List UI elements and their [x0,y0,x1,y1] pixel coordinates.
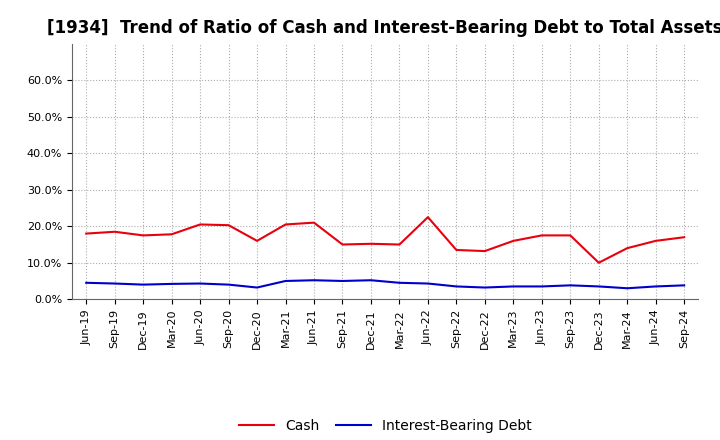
Cash [110,229,119,235]
Interest-Bearing Debt [225,282,233,287]
Cash [537,233,546,238]
Cash [623,246,631,251]
Interest-Bearing Debt [623,286,631,291]
Interest-Bearing Debt [480,285,489,290]
Cash [652,238,660,243]
Interest-Bearing Debt [566,283,575,288]
Interest-Bearing Debt [366,278,375,283]
Cash [566,233,575,238]
Interest-Bearing Debt [680,283,688,288]
Interest-Bearing Debt [139,282,148,287]
Interest-Bearing Debt [537,284,546,289]
Cash [423,215,432,220]
Line: Interest-Bearing Debt: Interest-Bearing Debt [86,280,684,288]
Line: Cash: Cash [86,217,684,263]
Cash [509,238,518,243]
Interest-Bearing Debt [395,280,404,286]
Cash [82,231,91,236]
Cash [395,242,404,247]
Cash [282,222,290,227]
Interest-Bearing Debt [282,279,290,284]
Interest-Bearing Debt [452,284,461,289]
Interest-Bearing Debt [110,281,119,286]
Cash [366,241,375,246]
Cash [167,232,176,237]
Interest-Bearing Debt [167,281,176,286]
Interest-Bearing Debt [652,284,660,289]
Cash [338,242,347,247]
Cash [595,260,603,265]
Cash [225,223,233,228]
Legend: Cash, Interest-Bearing Debt: Cash, Interest-Bearing Debt [233,413,537,438]
Cash [139,233,148,238]
Cash [253,238,261,243]
Interest-Bearing Debt [82,280,91,286]
Interest-Bearing Debt [253,285,261,290]
Cash [452,247,461,253]
Interest-Bearing Debt [595,284,603,289]
Cash [310,220,318,225]
Interest-Bearing Debt [509,284,518,289]
Interest-Bearing Debt [338,279,347,284]
Cash [480,249,489,254]
Interest-Bearing Debt [310,278,318,283]
Interest-Bearing Debt [423,281,432,286]
Title: [1934]  Trend of Ratio of Cash and Interest-Bearing Debt to Total Assets: [1934] Trend of Ratio of Cash and Intere… [48,19,720,37]
Interest-Bearing Debt [196,281,204,286]
Cash [680,235,688,240]
Cash [196,222,204,227]
